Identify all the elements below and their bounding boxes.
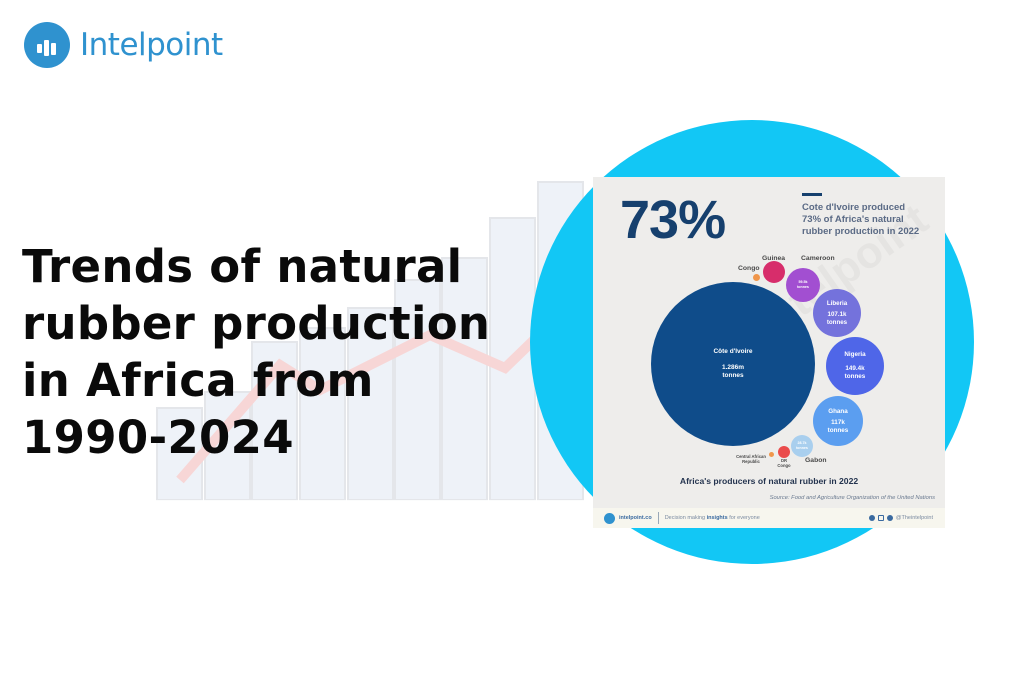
footer-divider [657, 512, 659, 524]
title-line-1: Trends of natural [22, 240, 463, 293]
bubble-central-african-republic [769, 452, 774, 457]
page-title: Trends of natural rubber production in A… [22, 238, 542, 466]
label-gabon: Gabon [805, 457, 827, 464]
label-congo: Congo [738, 265, 760, 272]
label-cameroon: Cameroon [801, 255, 835, 262]
label-guinea: Guinea [762, 255, 786, 262]
big-stat: 73% [620, 190, 726, 250]
accent-dash [802, 193, 822, 196]
chart-title: Africa's producers of natural rubber in … [679, 476, 859, 486]
bubble-nigeria: Nigeria 149.4k tonnes [826, 337, 884, 395]
intelpoint-mini-logo-icon [604, 512, 615, 524]
title-line-3: in Africa from [22, 354, 374, 407]
instagram-icon[interactable] [877, 515, 884, 521]
title-line-2: rubber production [22, 297, 491, 350]
social-handle[interactable]: @Theintelpoint [895, 515, 933, 521]
bar-chart-logo-icon [24, 22, 70, 68]
bubble-congo [753, 274, 760, 281]
bubble-liberia: Liberia 107.1k tonnes [813, 289, 861, 337]
bubble-cote-divoire: Côte d'Ivoire 1.286m tonnes [651, 282, 815, 446]
brand-logo: Intelpoint [24, 22, 223, 68]
background-bar-chart-decoration [150, 181, 600, 540]
title-line-4: 1990-2024 [22, 411, 294, 464]
x-icon[interactable] [868, 515, 875, 521]
footer-site-link[interactable]: intelpoint.co [619, 515, 652, 521]
brand-name: Intelpoint [80, 27, 223, 63]
social-links: @Theintelpoint [868, 515, 933, 521]
label-dr-congo: DR Congo [777, 458, 791, 468]
facebook-icon[interactable] [886, 515, 893, 521]
bubble-ghana: Ghana 117k tonnes [813, 396, 863, 446]
footer-tagline: Decision making insights for everyone [664, 515, 760, 521]
infographic-card: Intelpoint 73% Cote d'Ivoire produced 73… [593, 177, 945, 528]
stat-description: Cote d'Ivoire produced 73% of Africa's n… [802, 202, 920, 237]
chart-source: Source: Food and Agriculture Organizatio… [769, 495, 935, 501]
bubble-guinea [763, 261, 785, 283]
label-central-african-republic: Central African Republic [736, 454, 766, 464]
card-footer: intelpoint.co Decision making insights f… [593, 508, 945, 528]
bubble-gabon: 28.7k tonnes [791, 435, 813, 457]
bubble-cameroon: 59.5k tonnes [786, 268, 820, 302]
bubble-dr-congo [778, 446, 790, 458]
